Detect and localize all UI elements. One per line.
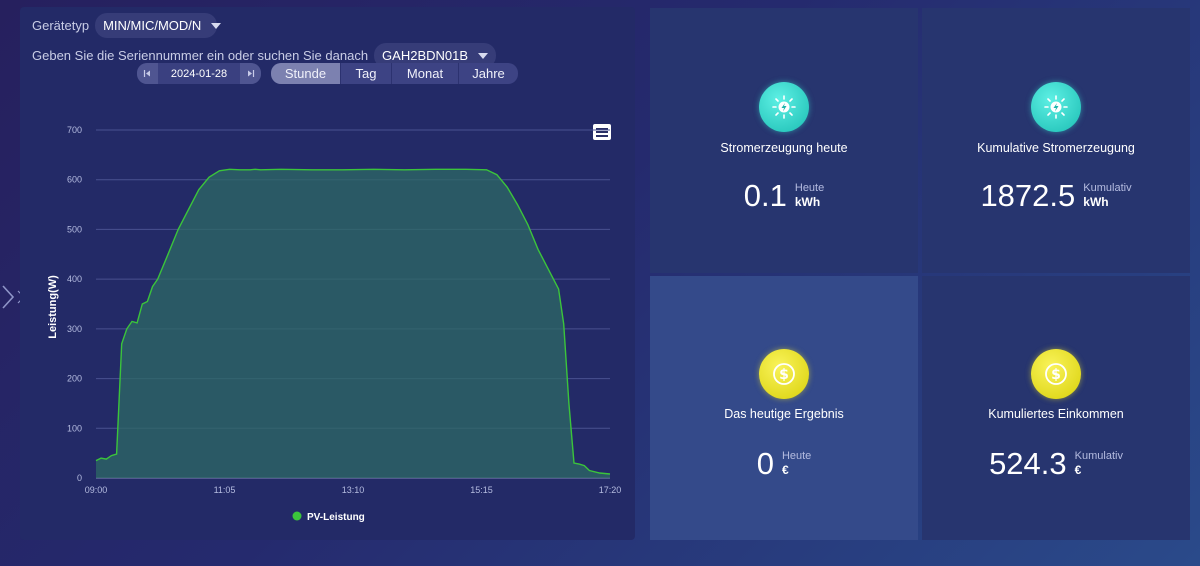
card-cumulative-income: $ Kumuliertes Einkommen 524.3 Kumulativ … (922, 276, 1190, 540)
card-unit-sub: Heute (781, 450, 812, 462)
card-title: Kumulative Stromerzeugung (977, 141, 1135, 155)
range-tabs: Stunde Tag Monat Jahre (271, 63, 518, 84)
card-unit: € (1074, 463, 1082, 477)
card-cumulative-generation: Kumulative Stromerzeugung 1872.5 Kumulat… (922, 8, 1190, 273)
card-value: 1872.5 (980, 178, 1076, 213)
card-unit-sub: Kumulativ (1074, 450, 1123, 462)
tab-jahre[interactable]: Jahre (472, 66, 505, 81)
chart-menu-icon[interactable] (593, 124, 611, 140)
pv-power-chart: 0 100 200 300 400 500 600 700 09:00 11:05 13:10 15… (47, 125, 622, 523)
y-axis-label: Leistung(W) (47, 275, 59, 339)
svg-text:$: $ (1051, 367, 1061, 383)
y-tick-label: 0 (77, 473, 82, 483)
date-picker: 2024-01-28 (137, 63, 261, 84)
card-title: Kumuliertes Einkommen (988, 407, 1124, 421)
x-tick-label: 09:00 (85, 485, 108, 495)
y-tick-label: 200 (67, 374, 82, 384)
card-title: Stromerzeugung heute (720, 141, 848, 155)
card-unit: kWh (794, 195, 821, 209)
step-forward-icon[interactable] (240, 63, 261, 84)
y-tick-label: 500 (67, 224, 82, 234)
x-tick-label: 11:05 (214, 485, 236, 495)
device-type-label: Gerätetyp (32, 18, 90, 33)
y-tick-label: 600 (67, 175, 82, 185)
tab-monat[interactable]: Monat (392, 63, 459, 84)
solar-panel-icon (759, 82, 809, 132)
y-tick-label: 400 (67, 274, 82, 284)
tab-stunde[interactable]: Stunde (271, 63, 341, 84)
device-type-select[interactable]: MIN/MIC/MOD/N (95, 13, 222, 38)
x-tick-label: 15:15 (470, 485, 493, 495)
card-today-generation: Stromerzeugung heute 0.1 Heute kWh (650, 8, 918, 273)
dollar-coin-icon: $ (759, 349, 809, 399)
card-value: 524.3 (989, 446, 1067, 481)
card-unit-sub: Kumulativ (1083, 182, 1132, 194)
step-back-icon[interactable] (137, 63, 158, 84)
pv-area (96, 169, 610, 479)
chevron-down-icon (478, 52, 489, 59)
x-tick-label: 13:10 (342, 485, 365, 495)
svg-text:$: $ (779, 367, 789, 383)
card-today-income: $ Das heutige Ergebnis 0 Heute € (650, 276, 918, 540)
serial-value: GAH2BDN01B (382, 48, 469, 63)
y-tick-label: 100 (67, 423, 82, 433)
y-tick-label: 700 (67, 125, 82, 135)
dollar-coin-icon: $ (1031, 349, 1081, 399)
chevron-down-icon (211, 22, 222, 29)
y-tick-label: 300 (67, 324, 82, 334)
date-value[interactable]: 2024-01-28 (158, 63, 240, 84)
chart-panel: Gerätetyp MIN/MIC/MOD/N Geben Sie die Se… (20, 7, 635, 540)
card-unit-sub: Heute (794, 182, 825, 194)
card-unit: € (781, 463, 789, 477)
card-value: 0.1 (743, 178, 787, 213)
tab-tag[interactable]: Tag (341, 63, 392, 84)
pv-line (95, 168, 611, 475)
x-tick-label: 17:20 (599, 485, 622, 495)
card-unit: kWh (1083, 195, 1109, 209)
device-type-value: MIN/MIC/MOD/N (103, 18, 202, 33)
legend-marker (292, 511, 302, 521)
solar-panel-icon (1031, 82, 1081, 132)
card-value: 0 (756, 446, 774, 481)
device-type-row: Gerätetyp MIN/MIC/MOD/N (32, 13, 222, 38)
serial-label: Geben Sie die Seriennummer ein oder such… (32, 48, 369, 63)
legend-label[interactable]: PV-Leistung (307, 512, 365, 523)
card-title: Das heutige Ergebnis (724, 407, 844, 421)
